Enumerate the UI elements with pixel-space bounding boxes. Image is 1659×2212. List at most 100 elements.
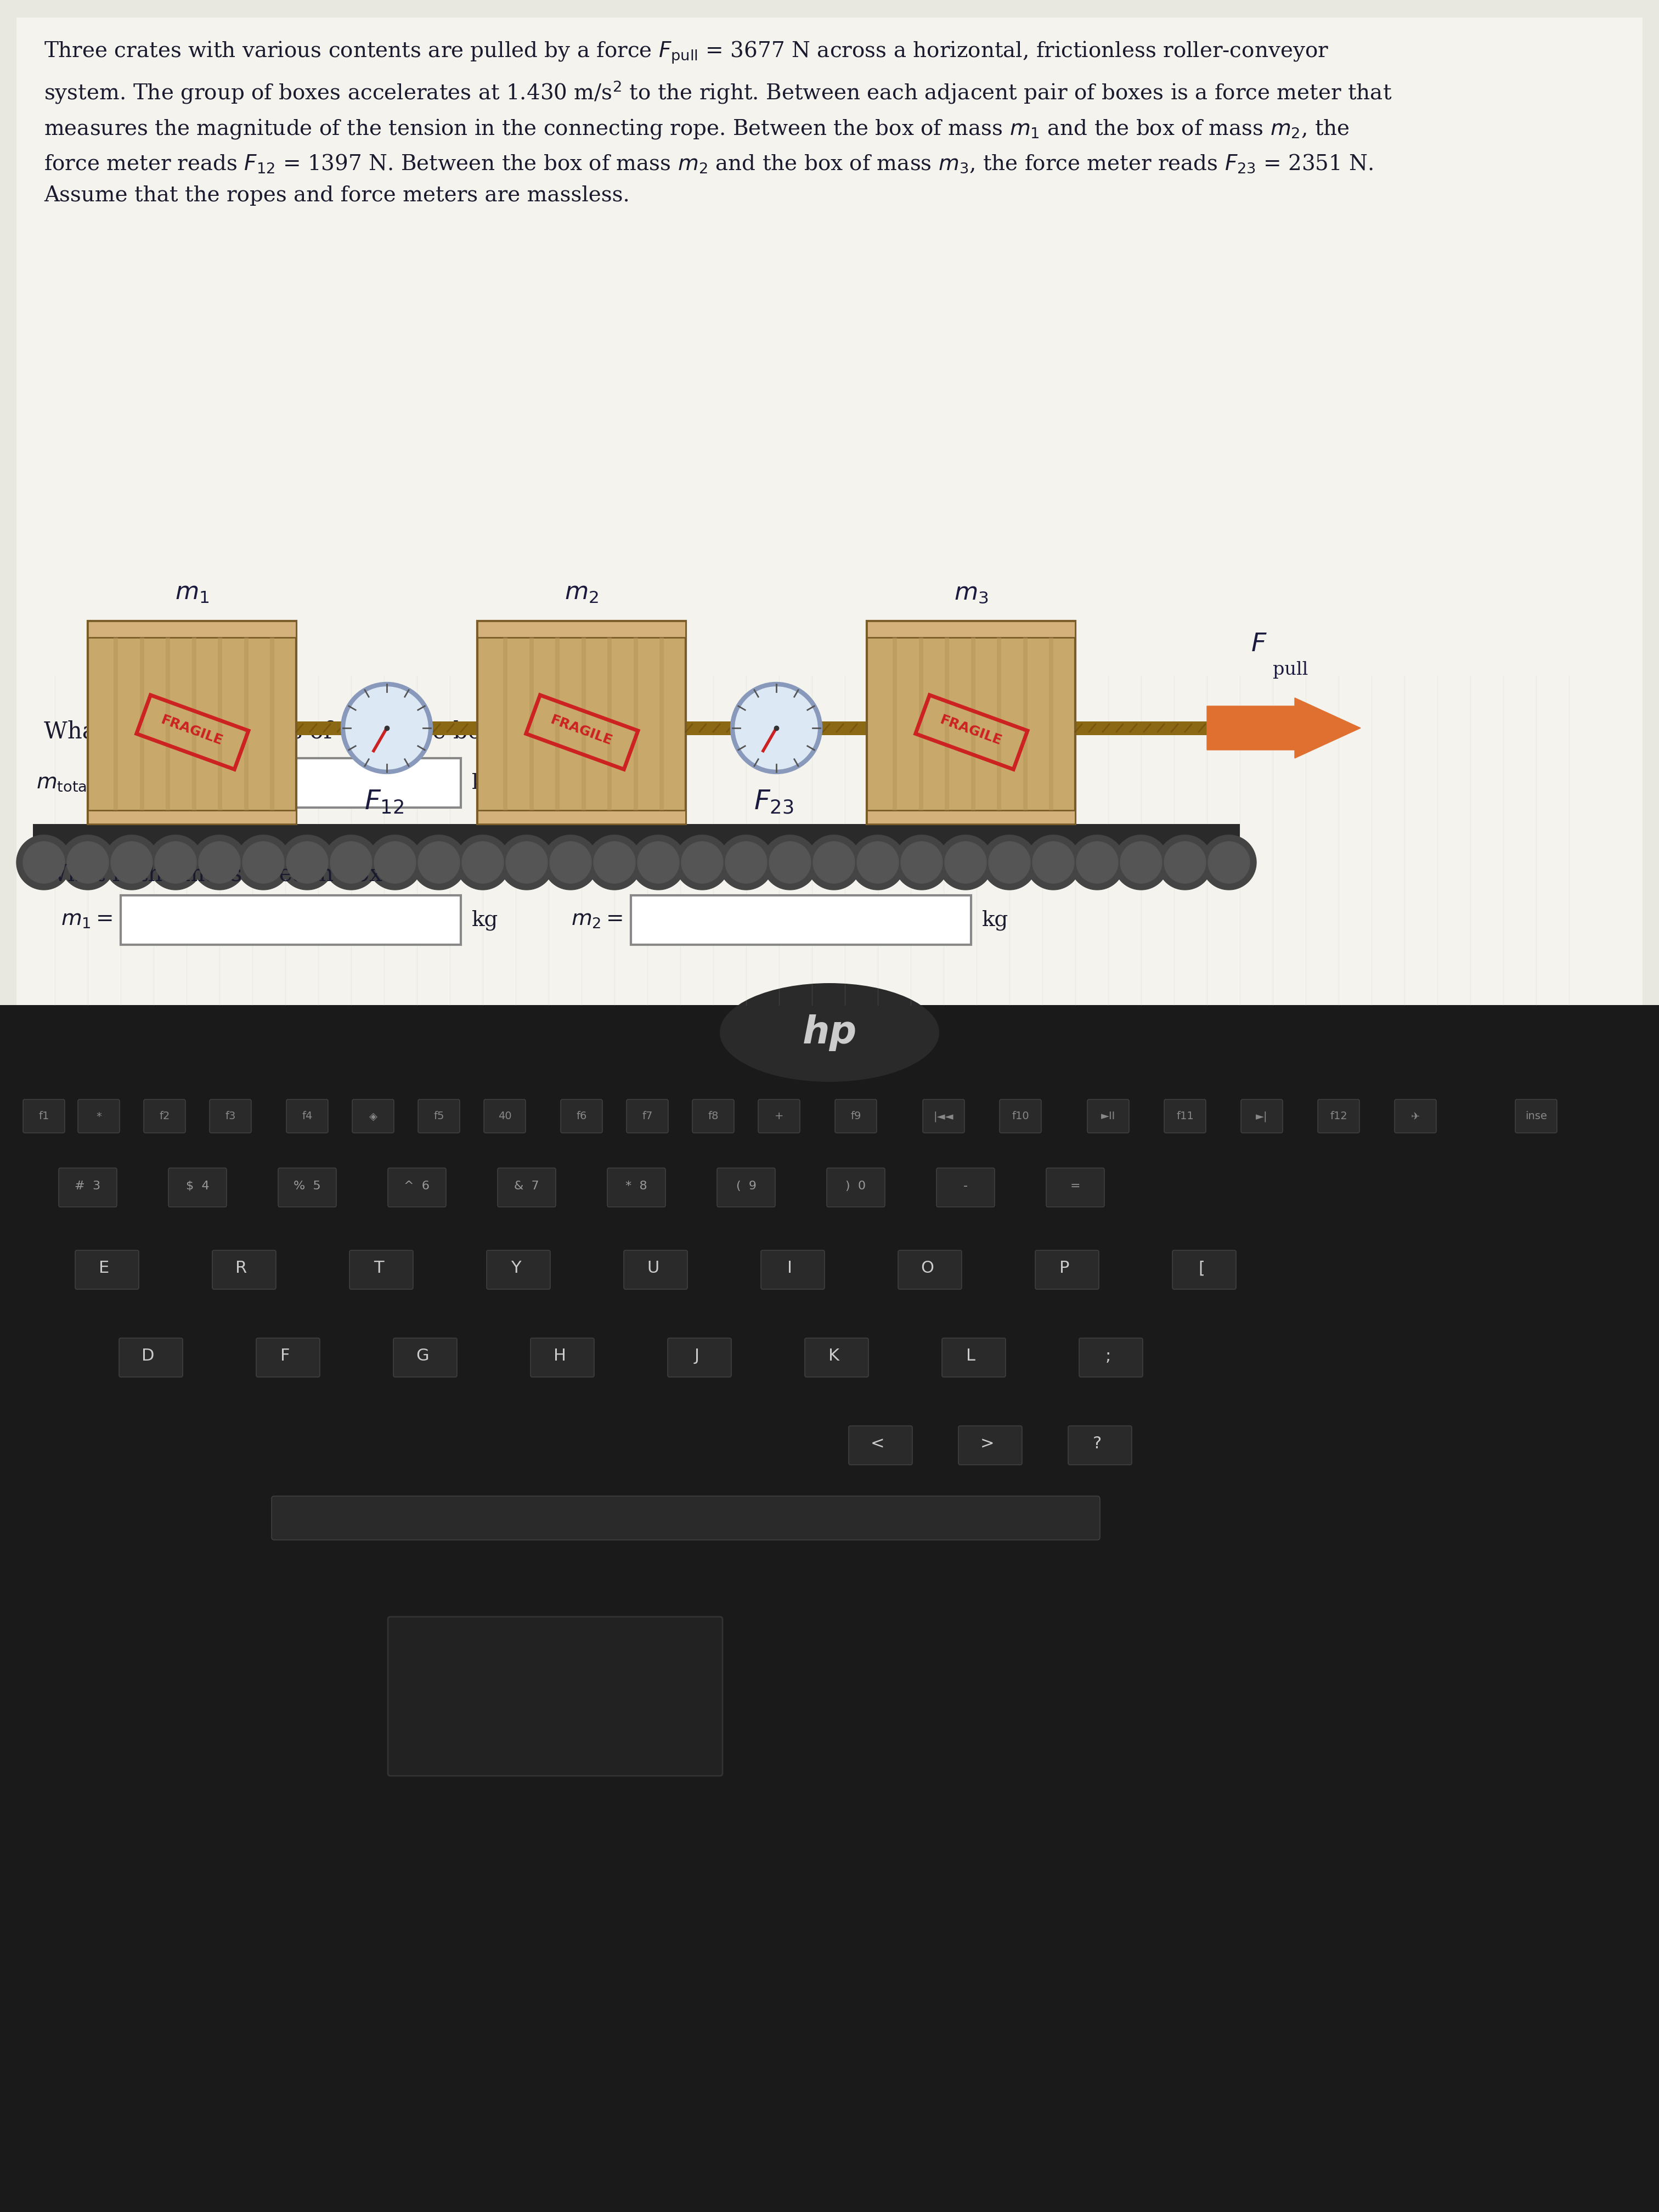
Bar [529,637,534,810]
Circle shape [280,834,335,889]
FancyBboxPatch shape [630,896,971,945]
Circle shape [461,841,504,883]
Circle shape [375,841,416,883]
Bar [0,1004,1659,2212]
FancyBboxPatch shape [1173,1250,1236,1290]
FancyBboxPatch shape [498,1168,556,1208]
Circle shape [1077,841,1118,883]
Text: $m_{\mathrm{total}}=$: $m_{\mathrm{total}}=$ [36,772,113,794]
Circle shape [675,834,730,889]
Bar [971,637,975,810]
FancyBboxPatch shape [717,1168,775,1208]
Bar [270,637,274,810]
FancyBboxPatch shape [212,1250,275,1290]
Text: $  4: $ 4 [186,1181,209,1192]
FancyBboxPatch shape [898,1250,962,1290]
FancyBboxPatch shape [1317,1099,1359,1133]
Bar [1024,637,1027,810]
Text: hp: hp [803,1013,856,1051]
Bar [166,637,171,810]
Circle shape [111,841,153,883]
FancyBboxPatch shape [1165,1099,1206,1133]
FancyBboxPatch shape [121,759,461,807]
Text: %  5: % 5 [294,1181,320,1192]
Text: f12: f12 [1331,1110,1347,1121]
Text: [: [ [1198,1261,1204,1276]
Text: ►II: ►II [1102,1110,1115,1121]
Circle shape [542,834,597,889]
FancyBboxPatch shape [393,1338,456,1378]
Text: +: + [775,1110,783,1121]
FancyBboxPatch shape [561,1099,602,1133]
Bar [88,622,297,637]
Circle shape [23,841,65,883]
Text: FRAGILE: FRAGILE [939,714,1004,748]
Circle shape [287,841,328,883]
FancyBboxPatch shape [75,1250,139,1290]
FancyBboxPatch shape [761,1250,825,1290]
Text: inse: inse [1525,1110,1548,1121]
FancyBboxPatch shape [119,1338,182,1378]
Text: #  3: # 3 [75,1181,101,1192]
Bar [192,637,196,810]
Circle shape [1070,834,1125,889]
FancyBboxPatch shape [352,1099,393,1133]
Circle shape [368,834,423,889]
FancyBboxPatch shape [484,1099,526,1133]
FancyBboxPatch shape [1395,1099,1437,1133]
Text: f1: f1 [38,1110,50,1121]
Text: )  0: ) 0 [846,1181,866,1192]
Circle shape [851,834,906,889]
FancyBboxPatch shape [486,1250,551,1290]
FancyBboxPatch shape [388,1617,723,1776]
Circle shape [718,834,773,889]
Circle shape [499,834,554,889]
Circle shape [1165,841,1206,883]
Circle shape [1201,834,1256,889]
Circle shape [587,834,642,889]
FancyArrow shape [1208,697,1360,759]
Circle shape [343,684,431,772]
Bar [944,637,949,810]
Circle shape [105,834,159,889]
Bar [88,810,297,825]
FancyBboxPatch shape [58,1168,116,1208]
Ellipse shape [720,982,939,1082]
Text: -: - [964,1181,967,1192]
FancyBboxPatch shape [758,1099,800,1133]
Circle shape [236,834,290,889]
Circle shape [60,834,114,889]
Circle shape [725,841,766,883]
Text: Y: Y [511,1261,521,1276]
Circle shape [549,841,591,883]
Text: What is the total mass of the three boxes?: What is the total mass of the three boxe… [43,719,533,743]
FancyBboxPatch shape [936,1168,995,1208]
FancyBboxPatch shape [531,1338,594,1378]
Bar [33,825,1239,856]
FancyBboxPatch shape [942,1338,1005,1378]
Circle shape [411,834,466,889]
Bar [582,637,586,810]
Text: f7: f7 [642,1110,652,1121]
Bar [659,637,664,810]
Bar [919,637,924,810]
FancyBboxPatch shape [350,1250,413,1290]
Text: $m_2$: $m_2$ [564,582,599,604]
Text: Three crates with various contents are pulled by a force $F_{\mathrm{pull}}$ = 3: Three crates with various contents are p… [43,40,1392,206]
Circle shape [192,834,247,889]
Circle shape [770,841,811,883]
Text: I: I [788,1261,793,1276]
Text: <: < [871,1436,884,1451]
Bar [893,637,898,810]
FancyBboxPatch shape [1515,1099,1556,1133]
Text: kg: kg [471,909,498,931]
FancyBboxPatch shape [255,1338,320,1378]
Text: (  9: ( 9 [737,1181,757,1192]
Bar [556,637,559,810]
Circle shape [1158,834,1213,889]
Circle shape [630,834,685,889]
FancyBboxPatch shape [959,1427,1022,1464]
Circle shape [17,834,71,889]
FancyBboxPatch shape [121,896,461,945]
FancyBboxPatch shape [209,1099,251,1133]
